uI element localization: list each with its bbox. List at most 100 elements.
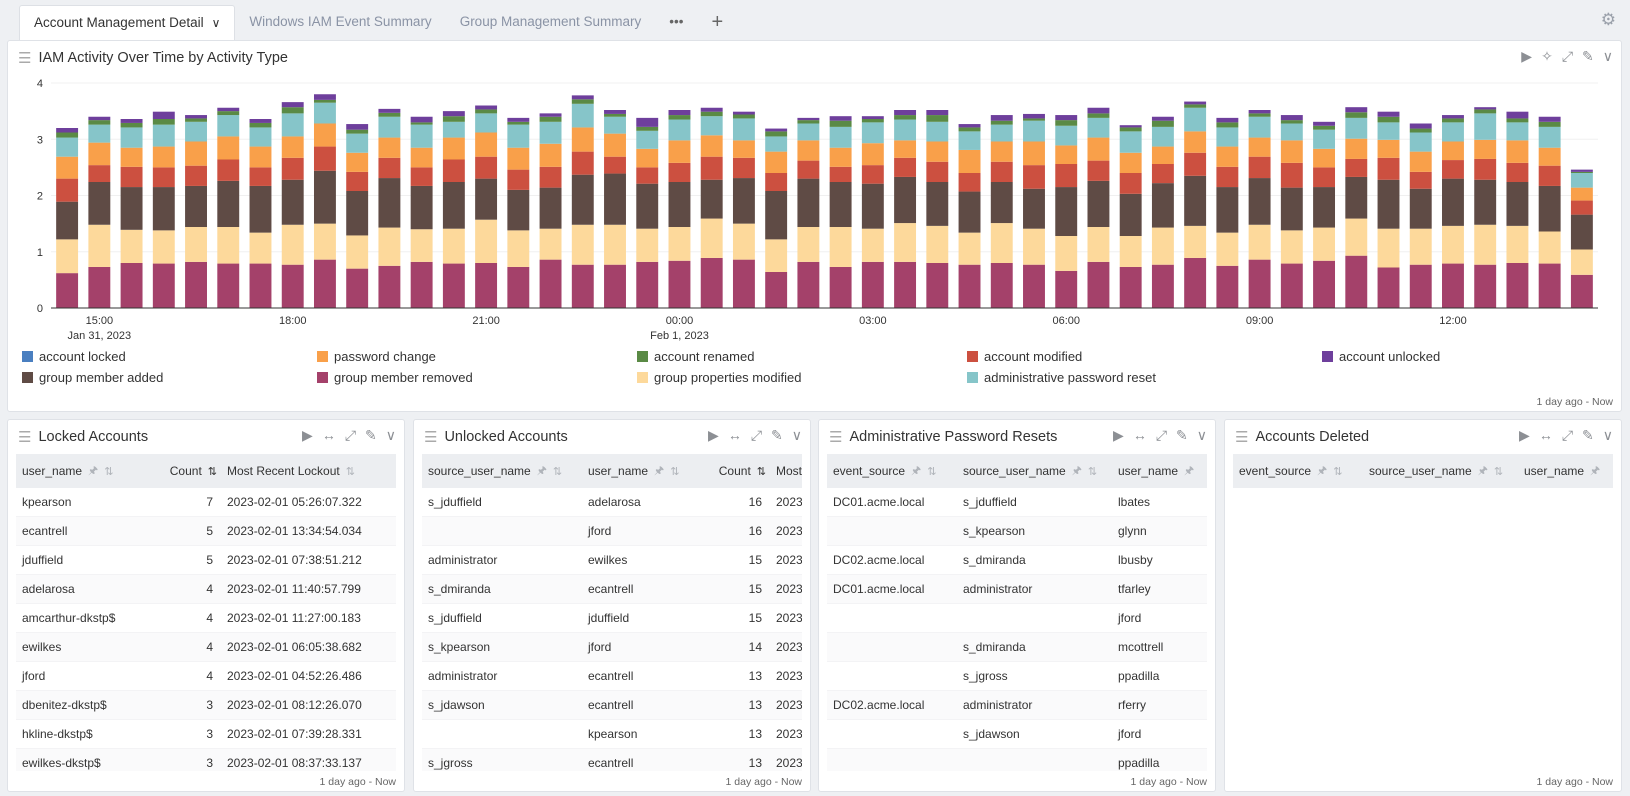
legend-item[interactable]: administrative password reset xyxy=(967,370,1156,385)
bar-segment[interactable] xyxy=(217,107,240,112)
bar-segment[interactable] xyxy=(475,109,498,114)
bar-segment[interactable] xyxy=(765,128,788,132)
bar-segment[interactable] xyxy=(346,235,369,269)
edit-icon[interactable]: ✎ xyxy=(1582,427,1594,443)
bar-segment[interactable] xyxy=(475,263,498,308)
table-row[interactable]: jford xyxy=(827,604,1207,633)
bar-segment[interactable] xyxy=(56,273,79,308)
pin-icon[interactable]: 🖈︎ xyxy=(1184,464,1195,477)
bar-segment[interactable] xyxy=(1506,111,1529,119)
column-header[interactable]: Count ⇅ xyxy=(700,464,770,478)
column-header[interactable]: Most Recent Lockout ⇅ xyxy=(221,464,391,478)
bar-segment[interactable] xyxy=(1087,137,1110,161)
bar-segment[interactable] xyxy=(539,121,562,144)
bar-segment[interactable] xyxy=(636,130,659,149)
bar-segment[interactable] xyxy=(378,116,401,138)
bar-segment[interactable] xyxy=(410,122,433,125)
table-row[interactable]: hkline-dkstp$ 3 2023-02-01 07:39:28.331 xyxy=(16,720,396,749)
bar-segment[interactable] xyxy=(1280,162,1303,188)
bar-segment[interactable] xyxy=(571,103,594,128)
bar-segment[interactable] xyxy=(861,116,884,119)
bar-segment[interactable] xyxy=(1216,127,1239,147)
bar-segment[interactable] xyxy=(571,224,594,265)
bar-segment[interactable] xyxy=(120,229,143,263)
bar-segment[interactable] xyxy=(797,227,820,262)
bar-segment[interactable] xyxy=(732,178,755,224)
bar-segment[interactable] xyxy=(217,115,240,137)
bar-segment[interactable] xyxy=(894,157,917,177)
bar-segment[interactable] xyxy=(346,124,369,130)
bar-segment[interactable] xyxy=(346,191,369,236)
table-row[interactable]: s_jduffield adelarosa 16 2023- xyxy=(422,488,802,517)
bar-segment[interactable] xyxy=(120,147,143,167)
bar-segment[interactable] xyxy=(797,123,820,141)
bar-segment[interactable] xyxy=(442,121,465,138)
bar-segment[interactable] xyxy=(539,116,562,122)
bar-segment[interactable] xyxy=(507,124,530,148)
bar-segment[interactable] xyxy=(1442,178,1464,226)
bar-segment[interactable] xyxy=(829,166,852,182)
bar-segment[interactable] xyxy=(281,264,304,308)
bar-segment[interactable] xyxy=(1474,179,1497,225)
bar-segment[interactable] xyxy=(1087,107,1110,114)
bar-segment[interactable] xyxy=(1216,117,1239,123)
bar-segment[interactable] xyxy=(765,136,788,152)
bar-segment[interactable] xyxy=(958,191,981,233)
bar-segment[interactable] xyxy=(571,99,594,104)
bar-segment[interactable] xyxy=(88,266,111,308)
more-tabs-button[interactable]: ••• xyxy=(669,14,684,29)
bar-segment[interactable] xyxy=(636,148,659,168)
bar-segment[interactable] xyxy=(1280,230,1303,264)
bar-segment[interactable] xyxy=(1570,214,1593,250)
bar-segment[interactable] xyxy=(1474,264,1497,308)
bar-segment[interactable] xyxy=(1087,113,1110,118)
edit-icon[interactable]: ✎ xyxy=(1582,48,1594,64)
bar-segment[interactable] xyxy=(1345,218,1368,256)
bar-segment[interactable] xyxy=(1474,158,1497,180)
column-header[interactable]: Count ⇅ xyxy=(151,464,221,478)
legend-item[interactable]: account renamed xyxy=(637,349,754,364)
sort-icon[interactable]: ⇅ xyxy=(927,465,937,478)
bar-segment[interactable] xyxy=(894,176,917,224)
drag-handle-icon[interactable]: ☰ xyxy=(18,429,32,446)
bar-segment[interactable] xyxy=(861,261,884,308)
maximize-icon[interactable]: ⤢ xyxy=(344,427,357,443)
pin-icon[interactable]: 🖈︎ xyxy=(911,464,922,477)
bar-segment[interactable] xyxy=(571,127,594,152)
pin-icon[interactable]: 🖈︎ xyxy=(536,464,547,477)
bar-segment[interactable] xyxy=(410,261,433,308)
bar-segment[interactable] xyxy=(313,146,336,171)
bar-segment[interactable] xyxy=(1442,118,1464,123)
pin-icon[interactable]: 🖈︎ xyxy=(1317,464,1328,477)
bar-segment[interactable] xyxy=(700,135,723,157)
bar-segment[interactable] xyxy=(894,110,917,116)
bar-segment[interactable] xyxy=(475,113,498,133)
bar-segment[interactable] xyxy=(313,259,336,308)
bar-segment[interactable] xyxy=(152,111,175,119)
bar-segment[interactable] xyxy=(797,140,820,161)
chevron-down-icon[interactable]: ∨ xyxy=(211,16,221,30)
bar-segment[interactable] xyxy=(926,141,949,162)
bar-segment[interactable] xyxy=(1377,228,1400,268)
bar-segment[interactable] xyxy=(1087,261,1110,308)
bar-segment[interactable] xyxy=(346,133,369,153)
bar-segment[interactable] xyxy=(958,131,981,150)
bar-segment[interactable] xyxy=(1055,270,1078,308)
bar-segment[interactable] xyxy=(894,140,917,158)
bar-segment[interactable] xyxy=(571,174,594,225)
bar-segment[interactable] xyxy=(668,110,691,116)
sort-icon[interactable]: ⇅ xyxy=(670,465,680,478)
bar-segment[interactable] xyxy=(539,166,562,188)
table-row[interactable]: ewilkes-dkstp$ 3 2023-02-01 08:37:33.137 xyxy=(16,749,396,771)
bar-segment[interactable] xyxy=(732,111,755,115)
bar-segment[interactable] xyxy=(249,127,272,147)
bar-segment[interactable] xyxy=(1119,266,1142,308)
bar-segment[interactable] xyxy=(313,170,336,224)
bar-segment[interactable] xyxy=(732,114,755,119)
bar-segment[interactable] xyxy=(1184,107,1207,132)
maximize-icon[interactable]: ⤢ xyxy=(750,427,763,443)
bar-segment[interactable] xyxy=(1570,171,1593,173)
bar-segment[interactable] xyxy=(990,115,1013,121)
bar-segment[interactable] xyxy=(1409,188,1432,229)
bar-segment[interactable] xyxy=(152,146,175,168)
